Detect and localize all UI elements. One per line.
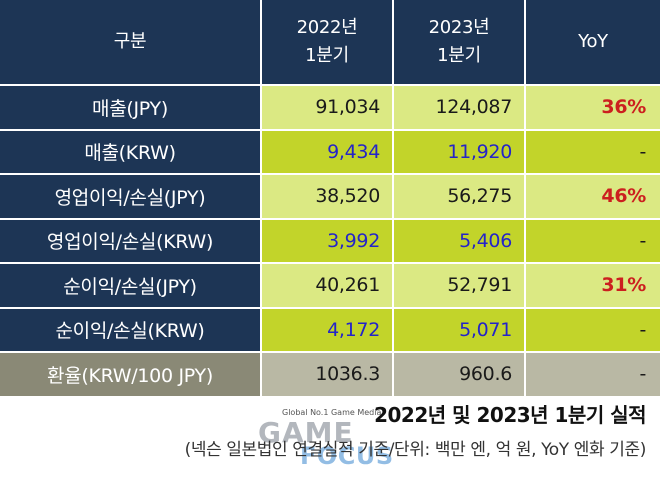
table-row: 매출(KRW) 9,434 11,920 -: [0, 130, 660, 175]
table-row: 영업이익/손실(JPY) 38,520 56,275 46%: [0, 175, 660, 220]
value-2023: 11,920: [394, 130, 526, 173]
watermark-game: GAME: [258, 416, 354, 449]
header-2022q1-quarter: 1분기: [305, 45, 349, 66]
table-row: 순이익/손실(JPY) 40,261 52,791 31%: [0, 264, 660, 309]
gamefocus-watermark: Global No.1 Game Media GAME FOCUS: [258, 408, 393, 470]
results-table: 구분 2022년 1분기 2023년 1분기 YoY 매출(JPY) 91,034 …: [0, 0, 660, 398]
watermark-focus: FOCUS: [300, 442, 394, 470]
caption: 2022년 및 2023년 1분기 실적 (넥슨 일본법인 연결실적 기준/단위…: [184, 399, 647, 460]
value-2022: 4,172: [262, 308, 394, 351]
value-2023: 5,071: [394, 308, 526, 351]
watermark-tagline: Global No.1 Game Media: [282, 408, 382, 417]
value-2022: 91,034: [262, 86, 394, 129]
row-label: 순이익/손실(JPY): [0, 264, 262, 307]
caption-title: 2022년 및 2023년 1분기 실적: [374, 403, 646, 427]
value-2022: 40,261: [262, 264, 394, 307]
value-yoy: -: [526, 353, 660, 396]
header-2023q1-quarter: 1분기: [437, 45, 481, 66]
header-category: 구분: [0, 0, 262, 84]
value-2022: 3,992: [262, 219, 394, 262]
table-row: 환율(KRW/100 JPY) 1036.3 960.6 -: [0, 353, 660, 398]
value-yoy: -: [526, 308, 660, 351]
row-label: 매출(JPY): [0, 86, 262, 129]
value-yoy: 36%: [526, 86, 660, 129]
value-2023: 5,406: [394, 219, 526, 262]
value-2022: 38,520: [262, 175, 394, 218]
value-2022: 1036.3: [262, 353, 394, 396]
header-2023q1-year: 2023년: [428, 17, 490, 38]
row-label: 순이익/손실(KRW): [0, 308, 262, 351]
value-2022: 9,434: [262, 130, 394, 173]
value-2023: 124,087: [394, 86, 526, 129]
row-label: 환율(KRW/100 JPY): [0, 353, 262, 396]
header-2023q1: 2023년 1분기: [394, 0, 526, 84]
value-yoy: 46%: [526, 175, 660, 218]
header-2022q1: 2022년 1분기: [262, 0, 394, 84]
value-2023: 56,275: [394, 175, 526, 218]
header-2022q1-year: 2022년: [296, 17, 358, 38]
row-label: 영업이익/손실(KRW): [0, 219, 262, 262]
value-yoy: 31%: [526, 264, 660, 307]
row-label: 매출(KRW): [0, 130, 262, 173]
table-row: 매출(JPY) 91,034 124,087 36%: [0, 86, 660, 131]
value-yoy: -: [526, 130, 660, 173]
caption-subtitle: (넥슨 일본법인 연결실적 기준/단위: 백만 엔, 억 원, YoY 엔화 기…: [184, 440, 647, 460]
value-2023: 960.6: [394, 353, 526, 396]
row-label: 영업이익/손실(JPY): [0, 175, 262, 218]
table-row: 순이익/손실(KRW) 4,172 5,071 -: [0, 308, 660, 353]
table-row: 영업이익/손실(KRW) 3,992 5,406 -: [0, 219, 660, 264]
header-yoy: YoY: [526, 0, 660, 84]
table-header-row: 구분 2022년 1분기 2023년 1분기 YoY: [0, 0, 660, 86]
value-yoy: -: [526, 219, 660, 262]
value-2023: 52,791: [394, 264, 526, 307]
